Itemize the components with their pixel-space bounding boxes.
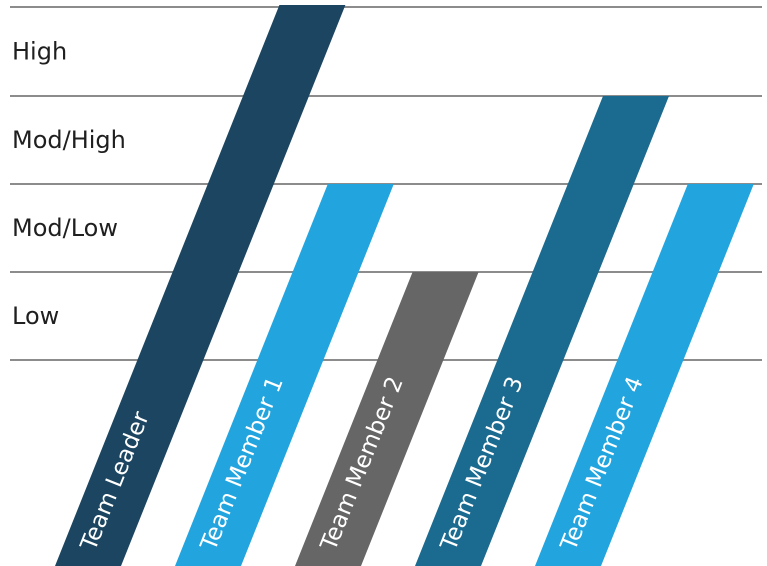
bar-team-member-3 — [415, 96, 669, 566]
level-label: High — [12, 38, 67, 66]
bars — [55, 5, 754, 566]
bar-team-member-1 — [175, 184, 394, 566]
bar-team-leader — [55, 5, 346, 566]
bar-team-member-2 — [295, 272, 479, 566]
bar-team-member-4 — [535, 184, 754, 566]
level-labels: High Mod/High Mod/Low Low — [12, 38, 126, 331]
level-label: Mod/Low — [12, 214, 118, 242]
level-label: Mod/High — [12, 126, 126, 154]
level-label: Low — [12, 302, 59, 330]
